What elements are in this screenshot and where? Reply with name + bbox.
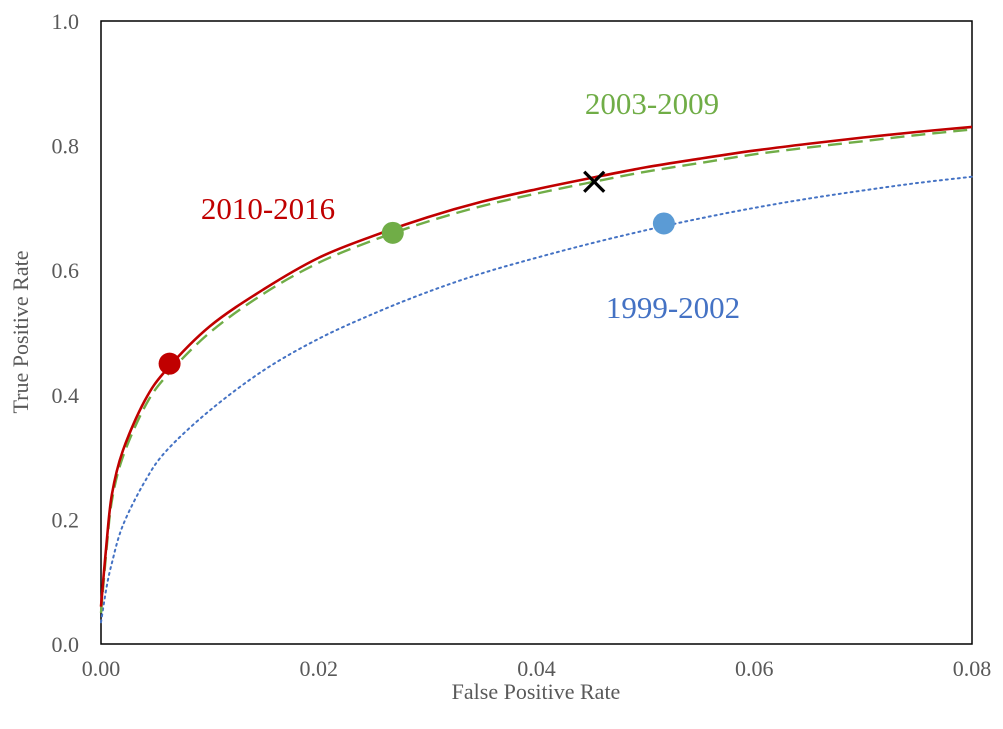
y-axis-title: True Positive Rate (8, 251, 33, 414)
x-tick-label: 0.04 (517, 656, 556, 681)
series-label-2010-2016: 2010-2016 (201, 191, 335, 226)
y-tick-label: 0.4 (52, 383, 80, 408)
series-label-1999-2002: 1999-2002 (606, 290, 740, 325)
y-axis-ticks: 0.0 0.2 0.4 0.6 0.8 1.0 (52, 9, 80, 657)
series-line-2010-2016 (99, 125, 973, 607)
cross-marker (583, 170, 606, 193)
marker-1999-2002 (652, 212, 675, 235)
y-tick-label: 1.0 (52, 9, 80, 34)
plot-area (100, 20, 973, 645)
y-tick-label: 0.2 (52, 507, 80, 532)
marker-2010-2016 (158, 352, 181, 375)
x-axis-ticks: 0.00 0.02 0.04 0.06 0.08 (82, 656, 992, 681)
markers (158, 170, 675, 375)
y-tick-label: 0.0 (52, 632, 80, 657)
x-tick-label: 0.02 (300, 656, 339, 681)
x-tick-label: 0.08 (953, 656, 992, 681)
series-lines (99, 125, 973, 624)
y-tick-label: 0.8 (52, 134, 80, 159)
series-line-1999-2002 (100, 175, 973, 624)
y-tick-label: 0.6 (52, 258, 80, 283)
cross-marker-stroke (583, 170, 606, 193)
x-tick-label: 0.06 (735, 656, 774, 681)
x-tick-label: 0.00 (82, 656, 121, 681)
series-line-2003-2009 (99, 128, 973, 613)
x-axis-title: False Positive Rate (452, 679, 621, 704)
marker-2003-2009 (381, 221, 404, 244)
series-label-2003-2009: 2003-2009 (585, 86, 719, 121)
